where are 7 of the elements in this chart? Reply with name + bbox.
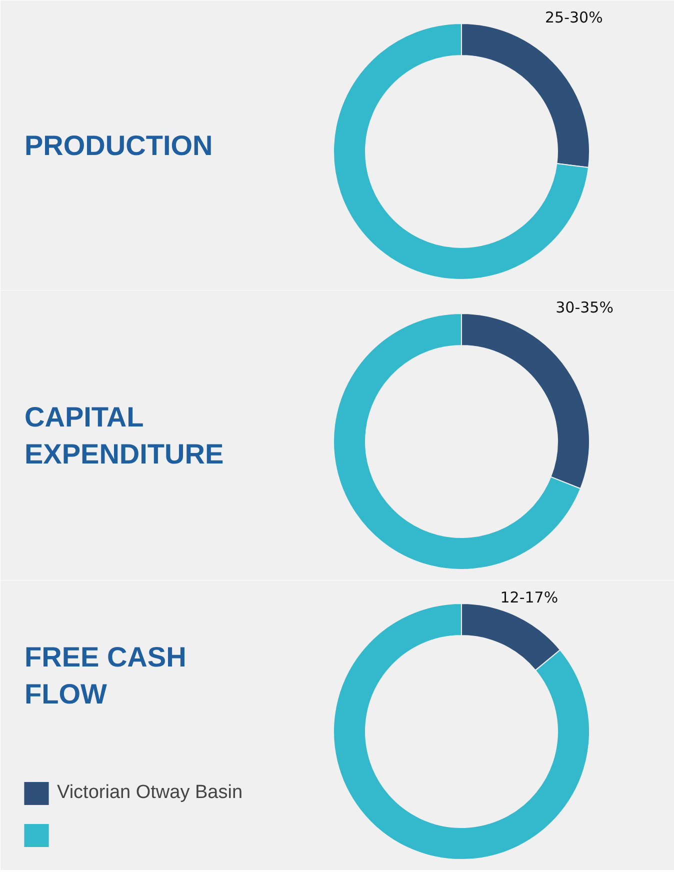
text: 12-17%: [500, 588, 558, 606]
legend-label: Victorian Otway Basin: [57, 782, 243, 804]
text: FREE CASH FLOW: [24, 641, 186, 710]
text: CAPITAL EXPENDITURE: [24, 401, 224, 470]
text: 30-35%: [556, 298, 614, 316]
text: PRODUCTION: [24, 130, 213, 161]
text: 25-30%: [545, 8, 603, 26]
